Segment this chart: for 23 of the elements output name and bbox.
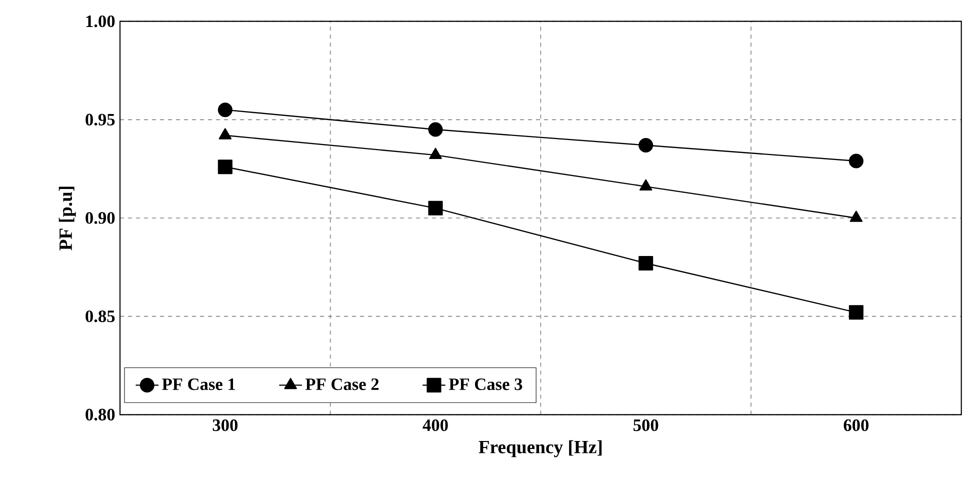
point bbox=[218, 102, 232, 118]
y-tick-label: 0.80 bbox=[86, 408, 115, 421]
point bbox=[638, 256, 654, 270]
point bbox=[638, 138, 654, 152]
x-tick-label: 300 bbox=[212, 419, 238, 432]
point bbox=[218, 128, 232, 140]
x-axis-title: Frequency [Hz] bbox=[478, 440, 602, 458]
legend-label: PF Case 2 bbox=[305, 378, 379, 390]
point bbox=[428, 122, 443, 137]
x-tick-label: 600 bbox=[844, 419, 869, 432]
y-tick-label: 0.90 bbox=[86, 212, 115, 224]
x-tick-label: 500 bbox=[634, 419, 658, 432]
x-tick-label: 400 bbox=[422, 419, 448, 432]
legend-label: PF Case 1 bbox=[162, 378, 236, 390]
point bbox=[428, 200, 443, 216]
y-tick-label: 1.00 bbox=[86, 15, 115, 28]
point bbox=[848, 305, 864, 320]
point bbox=[218, 160, 232, 174]
y-tick-label: 0.85 bbox=[86, 310, 115, 322]
y-axis-title: PF [p.u] bbox=[58, 186, 76, 250]
y-tick-label: 0.95 bbox=[86, 114, 115, 126]
legend-label: PF Case 3 bbox=[448, 378, 522, 390]
point bbox=[848, 154, 864, 168]
